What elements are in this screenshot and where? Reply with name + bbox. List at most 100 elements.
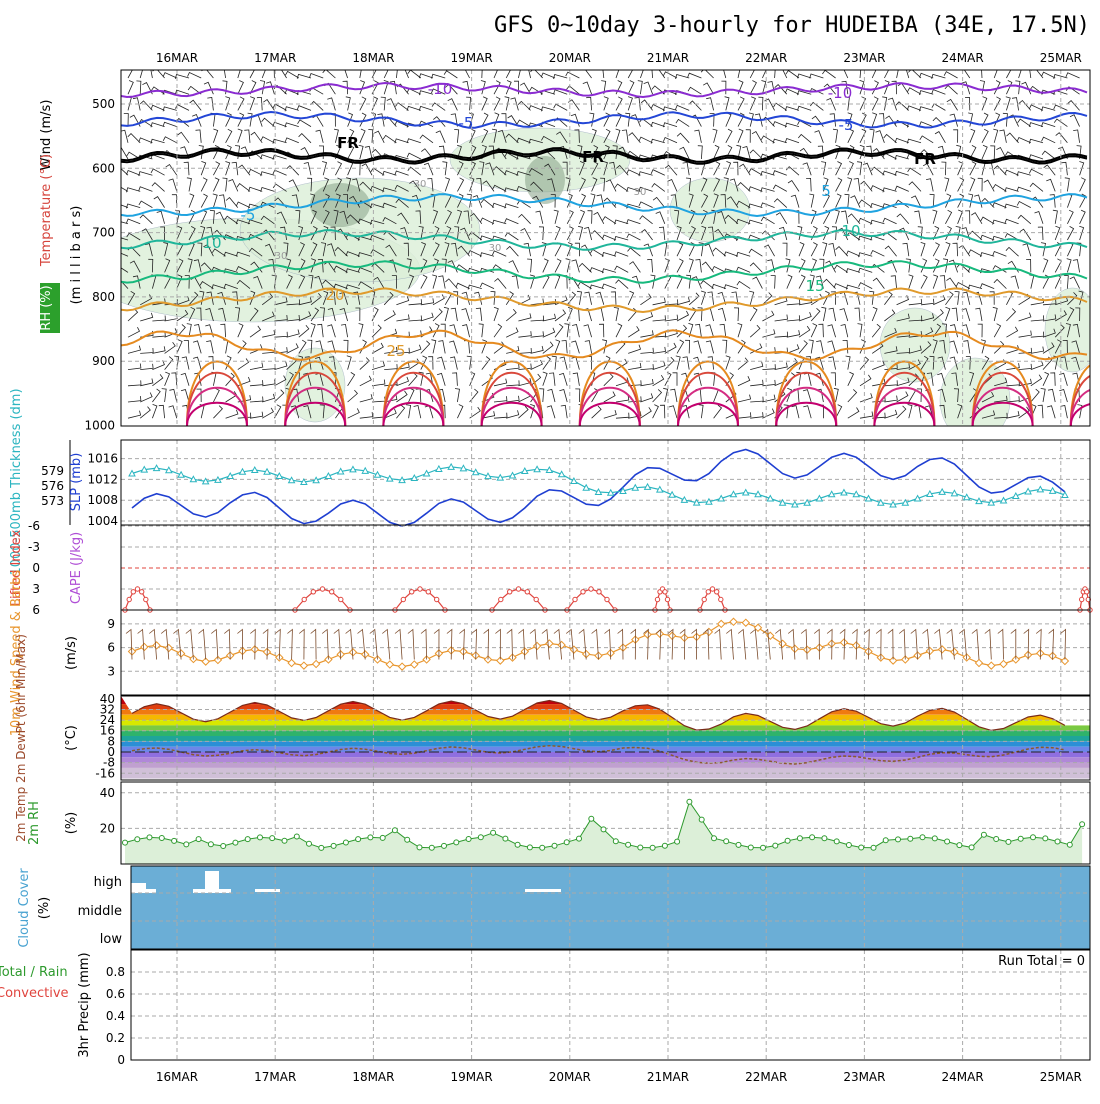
wind-barb bbox=[917, 226, 923, 241]
wind-barb bbox=[262, 229, 275, 241]
wind-barb bbox=[506, 395, 520, 403]
wind-barb bbox=[981, 128, 989, 143]
wind-barb bbox=[516, 171, 531, 177]
wind-barb bbox=[288, 179, 300, 192]
wind-barb bbox=[882, 170, 897, 176]
wind-barb bbox=[556, 131, 568, 144]
wind-barb bbox=[920, 298, 935, 306]
y-tick-label: 3 bbox=[32, 582, 40, 596]
wind-barb bbox=[878, 113, 885, 127]
wind-barb bbox=[675, 104, 690, 111]
wind-barb bbox=[791, 405, 800, 419]
wind-barb bbox=[957, 193, 965, 208]
wind-barb bbox=[798, 258, 806, 273]
wind-barb bbox=[333, 265, 348, 273]
wind-barb bbox=[1060, 628, 1067, 660]
wind-barb bbox=[822, 242, 828, 257]
wind-barb bbox=[506, 327, 519, 338]
wind-barb bbox=[213, 128, 219, 143]
wind-barb bbox=[492, 219, 507, 225]
lifted-index-marker bbox=[1079, 596, 1085, 603]
wind-barb bbox=[274, 331, 288, 338]
wind-barb bbox=[872, 360, 885, 370]
wind-barb bbox=[1067, 307, 1075, 322]
wind-barb bbox=[310, 209, 317, 224]
wind-barb bbox=[420, 274, 428, 289]
wind-barb bbox=[413, 405, 422, 419]
wind-barb bbox=[802, 162, 812, 176]
wind-barb bbox=[932, 225, 940, 241]
y-tick-label: 0.2 bbox=[106, 1031, 125, 1045]
cloud-gap bbox=[205, 871, 219, 891]
wind-barb bbox=[853, 178, 861, 192]
wind-barb bbox=[418, 90, 434, 96]
wind-barb bbox=[884, 380, 898, 387]
wind-barb bbox=[418, 105, 434, 111]
wind-barb bbox=[784, 106, 800, 112]
wind-barb bbox=[1041, 136, 1056, 144]
wind-barb bbox=[371, 361, 385, 370]
chart-title: GFS 0~10day 3-hourly for HUDEIBA (34E, 1… bbox=[494, 13, 1090, 38]
wind-speed-marker bbox=[753, 623, 763, 633]
wind-barb bbox=[208, 356, 214, 370]
wind-barb bbox=[884, 395, 898, 403]
wind-barb bbox=[968, 249, 983, 257]
wind-barb bbox=[127, 290, 136, 306]
wind-barb bbox=[308, 274, 314, 289]
wind-barb bbox=[902, 242, 910, 257]
wind-barb bbox=[949, 340, 958, 354]
wind-barb bbox=[565, 628, 575, 660]
wind-barb bbox=[396, 70, 398, 79]
lifted-index-marker bbox=[654, 596, 661, 603]
wind-barb bbox=[140, 312, 154, 322]
contour-label: -10 bbox=[428, 80, 453, 98]
wind-barb bbox=[334, 246, 348, 257]
wind-barb bbox=[1028, 122, 1044, 128]
thickness-marker bbox=[987, 498, 996, 506]
wind-barb bbox=[459, 628, 465, 660]
wind-barb bbox=[750, 379, 764, 387]
wind-barb bbox=[506, 363, 520, 370]
wind-barb bbox=[920, 242, 926, 257]
thickness-marker bbox=[496, 473, 505, 481]
y-tick-label: 6 bbox=[32, 603, 40, 617]
wind-barb bbox=[760, 187, 775, 193]
wind-barb bbox=[248, 219, 263, 225]
wind-barb bbox=[516, 137, 531, 144]
wind-barb bbox=[688, 323, 694, 338]
wind-barb bbox=[217, 291, 226, 305]
wind-barb bbox=[540, 106, 556, 112]
wind-barb bbox=[628, 132, 641, 144]
wind-barb bbox=[506, 245, 519, 257]
wind-barb bbox=[518, 213, 531, 225]
wind-barb bbox=[359, 357, 370, 370]
wind-barb bbox=[382, 202, 397, 208]
wind-barb bbox=[418, 120, 434, 127]
wind-barb bbox=[523, 242, 531, 257]
wind-barb bbox=[160, 226, 165, 240]
temp-band bbox=[121, 736, 1090, 742]
wind-barb bbox=[994, 377, 1008, 387]
wind-barb bbox=[601, 80, 607, 95]
wind-barb bbox=[187, 258, 193, 273]
contour-label: FR bbox=[582, 148, 604, 166]
wind-barb bbox=[345, 268, 360, 274]
wind-barb bbox=[823, 193, 830, 208]
wind-barb bbox=[839, 628, 846, 660]
wind-barb bbox=[554, 225, 561, 241]
wind-barb bbox=[993, 80, 1001, 95]
wind-barb bbox=[1060, 356, 1068, 370]
wind-barb bbox=[235, 307, 241, 322]
wind-barb bbox=[920, 313, 935, 322]
lifted-index-marker bbox=[310, 589, 316, 595]
wind-barb bbox=[1018, 406, 1030, 419]
wind-barb bbox=[518, 628, 526, 660]
wind-barb bbox=[884, 327, 897, 338]
wind-barb bbox=[999, 129, 1007, 143]
wind-barb bbox=[370, 185, 385, 192]
wind-barb bbox=[835, 144, 841, 160]
wind-barb bbox=[920, 258, 928, 273]
wind-barb bbox=[697, 145, 703, 160]
wind-barb bbox=[961, 324, 971, 338]
wind-barb bbox=[859, 112, 867, 127]
